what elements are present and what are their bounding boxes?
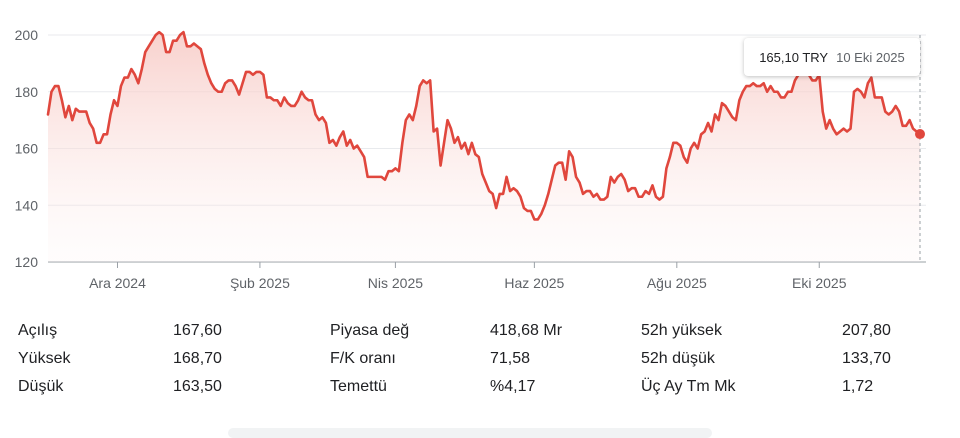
stat-label-pe-ratio: F/K oranı (330, 350, 396, 367)
key-stats: Açılış 167,60 Piyasa değ 418,68 Mr 52h y… (18, 322, 918, 406)
stat-label-high: Yüksek (18, 350, 71, 367)
stat-label-quarterly-div: Üç Ay Tm Mk (641, 378, 736, 395)
stat-value-52w-high: 207,80 (842, 322, 891, 339)
y-tick-label: 140 (15, 197, 39, 213)
stat-value-open: 167,60 (173, 322, 222, 339)
x-tick-label: Nis 2025 (368, 275, 423, 291)
y-tick-label: 160 (15, 141, 39, 157)
stat-value-high: 168,70 (173, 350, 222, 367)
stat-label-dividend: Temettü (330, 378, 387, 395)
stat-label-52w-high: 52h yüksek (641, 322, 722, 339)
price-chart[interactable]: 200 180 160 140 120 Ara 2024 Şub 2025 Nis 2025… (0, 0, 960, 300)
x-tick-label: Eki 2025 (792, 275, 847, 291)
stat-value-quarterly-div: 1,72 (842, 378, 874, 395)
y-tick-label: 200 (15, 27, 39, 43)
y-tick-label: 180 (15, 84, 39, 100)
x-axis-ticks: Ara 2024 Şub 2025 Nis 2025 Haz 2025 Ağu 2025… (89, 262, 847, 291)
stat-value-market-cap: 418,68 Mr (490, 322, 563, 339)
y-axis-ticks: 200 180 160 140 120 (15, 27, 39, 270)
x-tick-label: Haz 2025 (504, 275, 564, 291)
tooltip-price: 165,10 TRY (759, 49, 829, 65)
last-point-marker[interactable] (915, 129, 925, 140)
bottom-scroll-hint (228, 428, 712, 438)
x-tick-label: Ağu 2025 (647, 275, 707, 291)
price-tooltip: 165,10 TRY 10 Eki 2025 (744, 38, 920, 76)
stat-value-dividend: %4,17 (490, 378, 536, 395)
y-tick-label: 120 (15, 254, 39, 270)
stat-row: Açılış 167,60 Piyasa değ 418,68 Mr 52h y… (18, 322, 918, 350)
x-tick-label: Ara 2024 (89, 275, 146, 291)
stat-value-low: 163,50 (173, 378, 222, 395)
stat-label-open: Açılış (18, 322, 58, 339)
x-tick-label: Şub 2025 (230, 275, 290, 291)
price-area (48, 32, 920, 262)
stat-row: Yüksek 168,70 F/K oranı 71,58 52h düşük … (18, 350, 918, 378)
stat-label-market-cap: Piyasa değ (330, 322, 410, 339)
stat-row: Düşük 163,50 Temettü %4,17 Üç Ay Tm Mk 1… (18, 378, 918, 406)
stat-value-pe-ratio: 71,58 (490, 350, 531, 367)
tooltip-date: 10 Eki 2025 (836, 49, 905, 65)
stat-value-52w-low: 133,70 (842, 350, 891, 367)
stat-label-low: Düşük (18, 378, 64, 395)
price-line (46, 30, 922, 221)
stat-label-52w-low: 52h düşük (641, 350, 715, 367)
